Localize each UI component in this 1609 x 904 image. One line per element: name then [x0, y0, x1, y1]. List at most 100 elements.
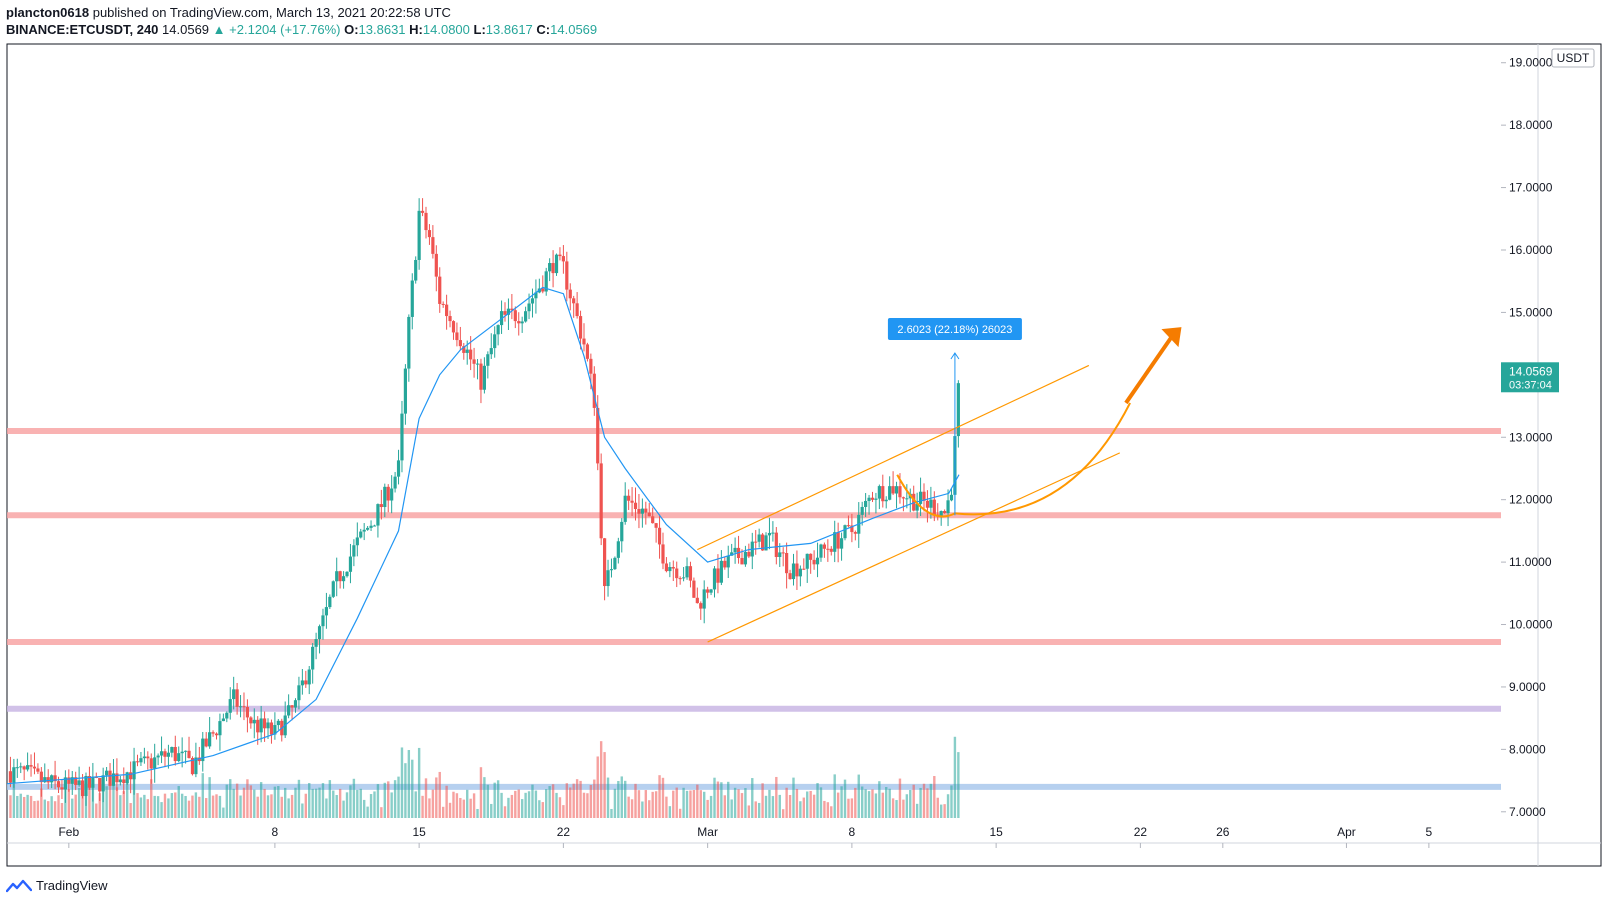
volume-bar	[599, 741, 603, 818]
candle-body	[84, 775, 88, 797]
volume-bar	[836, 792, 840, 818]
volume-bar	[314, 788, 318, 818]
candle-body	[252, 719, 256, 724]
volume-bar	[270, 794, 273, 818]
candle-body	[867, 497, 871, 501]
candle-body	[386, 486, 390, 501]
volume-bar	[239, 795, 242, 818]
candle-body	[815, 557, 820, 565]
candle-body	[403, 368, 407, 414]
candle-body	[434, 253, 438, 277]
volume-bar	[957, 752, 960, 818]
candle-body	[87, 775, 92, 788]
volume-bar	[757, 802, 761, 818]
author-name[interactable]: plancton0618	[6, 5, 90, 20]
volume-bar	[448, 802, 452, 818]
candle-body	[558, 254, 562, 257]
volume-bar	[819, 787, 823, 818]
volume-bar	[538, 800, 541, 818]
candle-body	[105, 770, 109, 776]
candle-body	[668, 567, 672, 572]
candle-body	[596, 407, 600, 464]
candle-body	[390, 488, 394, 501]
volume-bar	[469, 798, 472, 818]
candle-body	[898, 486, 902, 498]
volume-bar	[613, 788, 617, 818]
candle-body	[599, 463, 603, 539]
volume-bar	[22, 796, 26, 818]
candle-body	[451, 321, 456, 333]
candle-body	[276, 720, 280, 726]
candle-body	[36, 768, 40, 772]
volume-bar	[163, 793, 167, 818]
candle-body	[554, 254, 559, 274]
publish-info: plancton0618 published on TradingView.co…	[6, 5, 451, 21]
volume-bar	[809, 790, 812, 818]
candle-body	[53, 775, 57, 782]
candle-body	[317, 626, 322, 640]
candle-body	[19, 766, 23, 768]
volume-bar	[864, 789, 867, 818]
candle-body	[300, 680, 304, 686]
volume-bar	[909, 789, 912, 818]
volume-bar	[349, 785, 352, 818]
volume-bar	[156, 796, 160, 818]
candle-body	[688, 566, 693, 581]
candle-body	[479, 363, 483, 390]
candle-body	[376, 504, 380, 526]
volume-bar	[775, 776, 778, 818]
symbol-label[interactable]: BINANCE:ETCUSDT, 240	[6, 22, 159, 37]
candle-body	[362, 529, 366, 532]
volume-bar	[177, 786, 180, 818]
volume-bar	[781, 809, 785, 818]
candle-body	[469, 349, 473, 360]
candle-body	[657, 527, 662, 545]
candle-body	[80, 780, 85, 797]
volume-bar	[304, 793, 307, 818]
candle-body	[125, 772, 129, 784]
last-price-tag	[1501, 362, 1559, 393]
currency-badge[interactable]: USDT	[1551, 48, 1595, 68]
volume-bar	[132, 773, 136, 818]
volume-bar	[727, 781, 730, 818]
volume-bar	[356, 789, 359, 818]
candle-body	[802, 568, 806, 570]
volume-bar	[514, 790, 517, 818]
volume-bar	[129, 803, 132, 818]
candle-body	[56, 781, 61, 788]
candle-body	[637, 509, 641, 514]
candle-body	[743, 551, 748, 565]
high-value: 14.0800	[422, 22, 470, 37]
candle-body	[633, 502, 638, 510]
volume-bar	[658, 775, 661, 818]
tradingview-logo[interactable]: TradingView	[6, 878, 108, 894]
candle-body	[709, 589, 713, 593]
candle-body	[221, 718, 225, 722]
candle-body	[173, 747, 177, 762]
candle-body	[891, 486, 895, 494]
volume-bar	[112, 779, 115, 818]
candle-body	[163, 751, 167, 757]
candle-body	[8, 771, 13, 783]
volume-bar	[122, 791, 125, 818]
candle-body	[307, 669, 311, 685]
volume-bar	[455, 793, 459, 818]
volume-bar	[582, 792, 586, 818]
candle-body	[304, 680, 308, 685]
volume-bar	[438, 771, 441, 818]
volume-bar	[672, 790, 675, 818]
candle-body	[445, 304, 449, 317]
candle-body	[644, 508, 648, 513]
candle-body	[400, 413, 404, 461]
candle-body	[242, 706, 246, 708]
moving-average-line	[7, 286, 960, 785]
candle-body	[359, 531, 363, 538]
volume-bar	[569, 787, 572, 818]
volume-bar	[503, 806, 507, 818]
volume-bar	[26, 794, 29, 818]
volume-bar	[850, 798, 854, 818]
candle-body	[458, 340, 462, 347]
volume-bar	[459, 797, 462, 818]
candle-body	[407, 316, 411, 369]
